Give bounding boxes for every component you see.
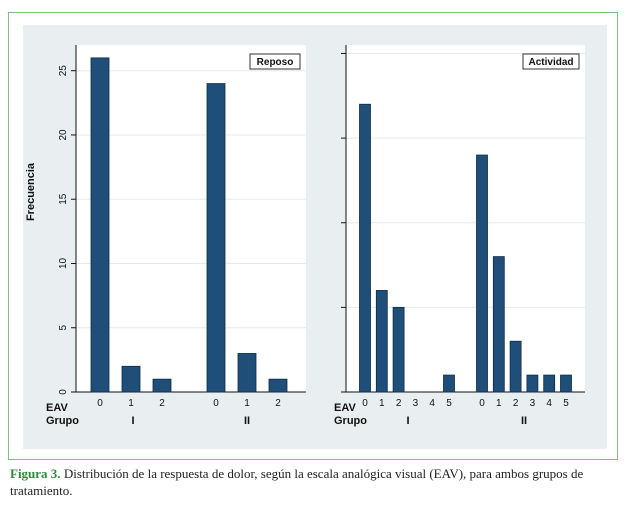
caption-label: Figura 3. [10,466,61,481]
y-tick-label: 25 [58,65,69,77]
x-category-label: 4 [546,398,552,409]
row-label-grupo: Grupo [334,415,367,427]
figure-caption: Figura 3. Distribución de la respuesta d… [10,465,616,499]
group-label: II [521,415,527,427]
x-category-label: 5 [446,398,452,409]
group-label: II [244,415,250,427]
panel-legend-box [522,53,580,70]
x-category-label: 3 [530,398,536,409]
bar [206,83,226,393]
bar [443,374,455,393]
bar [121,365,141,393]
x-category-label: 1 [244,398,250,409]
bar [90,57,110,393]
x-category-label: 2 [159,398,165,409]
x-category-label: 4 [429,398,435,409]
x-category-label: 1 [496,398,502,409]
panel-legend-label: Reposo [257,57,294,68]
group-label: I [406,415,409,427]
y-axis-title: Frecuencia [25,162,37,221]
bar [560,374,572,393]
y-tick-label: 0 [58,389,69,395]
x-category-label: 1 [128,398,134,409]
bar [268,378,288,393]
x-category-label: 0 [479,398,485,409]
y-tick-label: 5 [58,325,69,331]
x-category-label: 5 [563,398,569,409]
x-category-label: 2 [513,398,519,409]
x-category-label: 2 [396,398,402,409]
plot-area-0 [76,45,306,392]
row-label-eav: EAV [46,402,68,414]
group-label: I [131,415,134,427]
bar [476,154,488,393]
x-category-label: 0 [97,398,103,409]
panel-legend-box [249,53,301,70]
bar [152,378,172,393]
x-category-label: 0 [213,398,219,409]
y-tick-label: 10 [58,257,69,269]
bar [359,103,371,393]
bar [526,374,539,393]
x-category-label: 2 [275,398,281,409]
y-tick-label: 20 [58,129,69,141]
x-category-label: 0 [362,398,368,409]
panel-legend-label: Actividad [528,57,573,68]
row-label-eav: EAV [334,402,356,414]
x-category-label: 1 [379,398,385,409]
y-tick-label: 15 [58,193,69,205]
bar [375,290,388,393]
bar [543,374,556,393]
bar [492,256,505,393]
bar [509,340,522,393]
row-label-grupo: Grupo [46,415,79,427]
bar [392,306,405,393]
x-category-label: 3 [413,398,419,409]
caption-text: Distribución de la respuesta de dolor, s… [10,466,584,498]
bar [237,353,257,393]
